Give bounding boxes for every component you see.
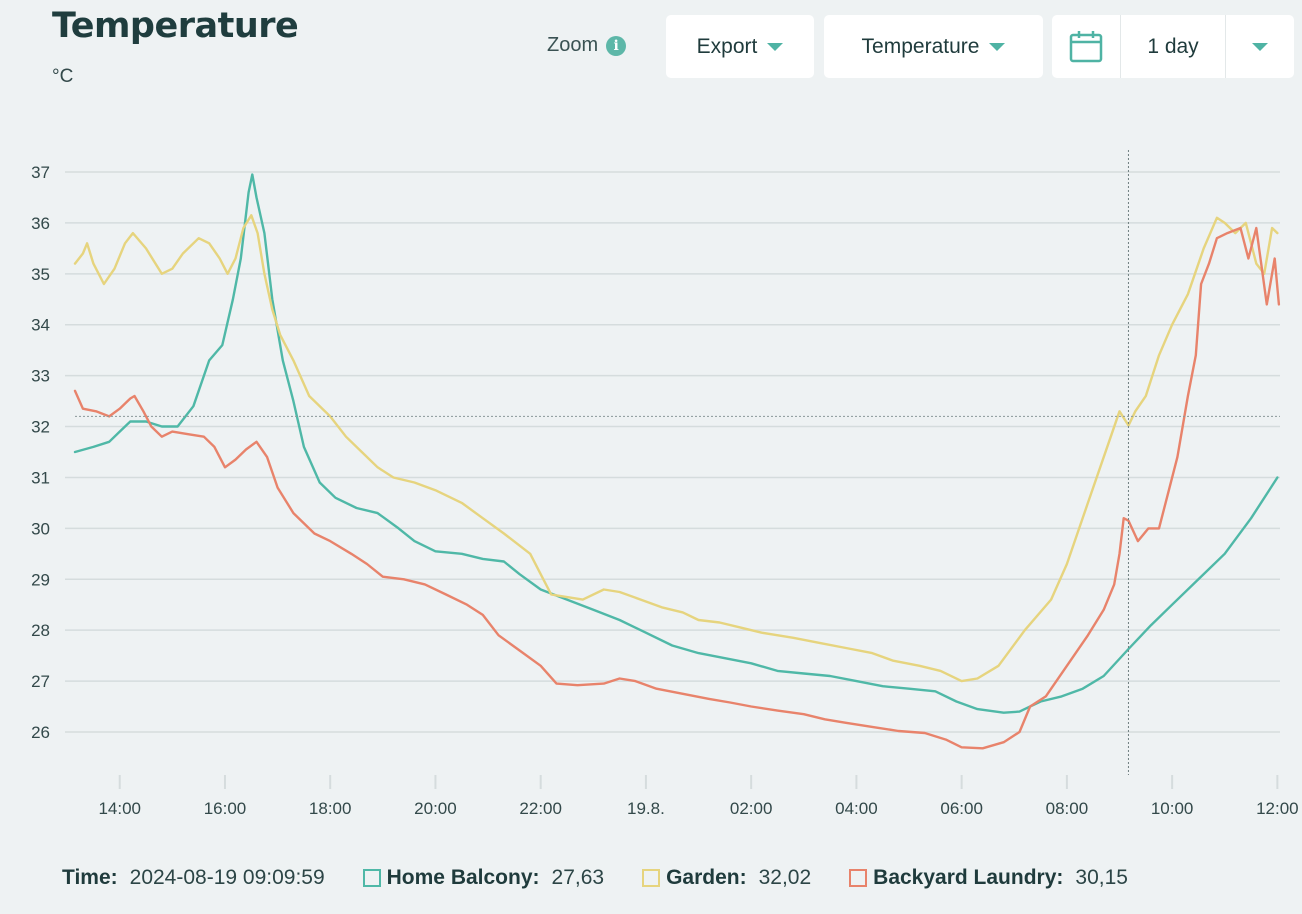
x-tick-label: 02:00	[730, 799, 773, 818]
calendar-button[interactable]	[1052, 15, 1121, 78]
x-tick-label: 14:00	[98, 799, 141, 818]
x-tick-label: 10:00	[1151, 799, 1194, 818]
time-label: Time:	[62, 866, 118, 889]
range-dropdown-button[interactable]	[1226, 15, 1294, 78]
page-title: Temperature	[52, 6, 299, 46]
y-tick-label: 37	[31, 163, 50, 182]
crosshair	[75, 150, 1280, 775]
legend-item-home-balcony[interactable]: Home Balcony: 27,63	[362, 866, 605, 890]
legend-swatch	[642, 869, 661, 887]
date-range-picker[interactable]: 1 day	[1052, 15, 1294, 78]
legend-value: 30,15	[1075, 866, 1128, 889]
x-tick-label: 04:00	[835, 799, 878, 818]
zoom-control[interactable]: Zoom i	[547, 34, 627, 57]
legend-name: Garden:	[666, 866, 747, 889]
x-tick-label: 08:00	[1046, 799, 1089, 818]
export-button[interactable]: Export	[666, 15, 814, 78]
y-tick-label: 30	[31, 519, 50, 538]
y-tick-label: 34	[31, 316, 50, 335]
caret-down-icon	[767, 42, 784, 51]
zoom-label: Zoom	[547, 34, 599, 56]
legend-item-garden[interactable]: Garden: 32,02	[642, 866, 811, 890]
x-tick-label: 19.8.	[627, 799, 665, 818]
time-value: 2024-08-19 09:09:59	[129, 866, 325, 889]
series-line-garden	[73, 214, 1279, 683]
y-tick-label: 29	[31, 570, 50, 589]
unit-label: °C	[52, 66, 74, 87]
series-lines	[73, 173, 1281, 750]
x-tick-label: 12:00	[1256, 799, 1299, 818]
y-tick-label: 32	[31, 418, 50, 437]
info-icon[interactable]: i	[606, 35, 627, 56]
legend-item-backyard-laundry[interactable]: Backyard Laundry: 30,15	[849, 866, 1128, 890]
x-tick-label: 16:00	[204, 799, 247, 818]
grid-lines	[65, 171, 1280, 733]
y-axis: 26 27 28 29 30 31 32 33 34 35 36 37	[31, 163, 50, 742]
legend-swatch	[362, 869, 381, 887]
caret-down-icon	[989, 42, 1006, 51]
x-tick-label: 18:00	[309, 799, 352, 818]
caret-down-icon	[1252, 42, 1268, 51]
y-tick-label: 31	[31, 468, 50, 487]
range-value[interactable]: 1 day	[1121, 15, 1226, 78]
y-tick-label: 33	[31, 367, 50, 386]
x-tick-label: 20:00	[414, 799, 457, 818]
y-tick-label: 27	[31, 672, 50, 691]
x-axis: 14:00 16:00 18:00 20:00 22:00 19.8. 02:00 04:00…	[98, 775, 1299, 818]
calendar-icon	[1069, 30, 1103, 62]
export-label: Export	[696, 34, 758, 58]
temperature-chart[interactable]: 26 27 28 29 30 31 32 33 34 35 36 37 14:00 16:00 18:00…	[0, 0, 1302, 860]
legend-value: 32,02	[758, 866, 812, 889]
legend-swatch	[849, 869, 868, 887]
x-tick-label: 06:00	[940, 799, 983, 818]
metric-select[interactable]: Temperature	[824, 15, 1043, 78]
y-tick-label: 35	[31, 265, 50, 284]
x-tick-label: 22:00	[519, 799, 562, 818]
legend-value: 27,63	[551, 866, 605, 889]
metric-label: Temperature	[861, 34, 980, 58]
y-tick-label: 28	[31, 621, 50, 640]
series-line-backyard-laundry	[73, 226, 1281, 750]
legend-name: Backyard Laundry:	[873, 866, 1064, 889]
tooltip-footer: Time: 2024-08-19 09:09:59 Home Balcony: …	[62, 866, 1128, 890]
legend-name: Home Balcony:	[386, 866, 540, 889]
y-tick-label: 36	[31, 214, 50, 233]
y-tick-label: 26	[31, 723, 50, 742]
